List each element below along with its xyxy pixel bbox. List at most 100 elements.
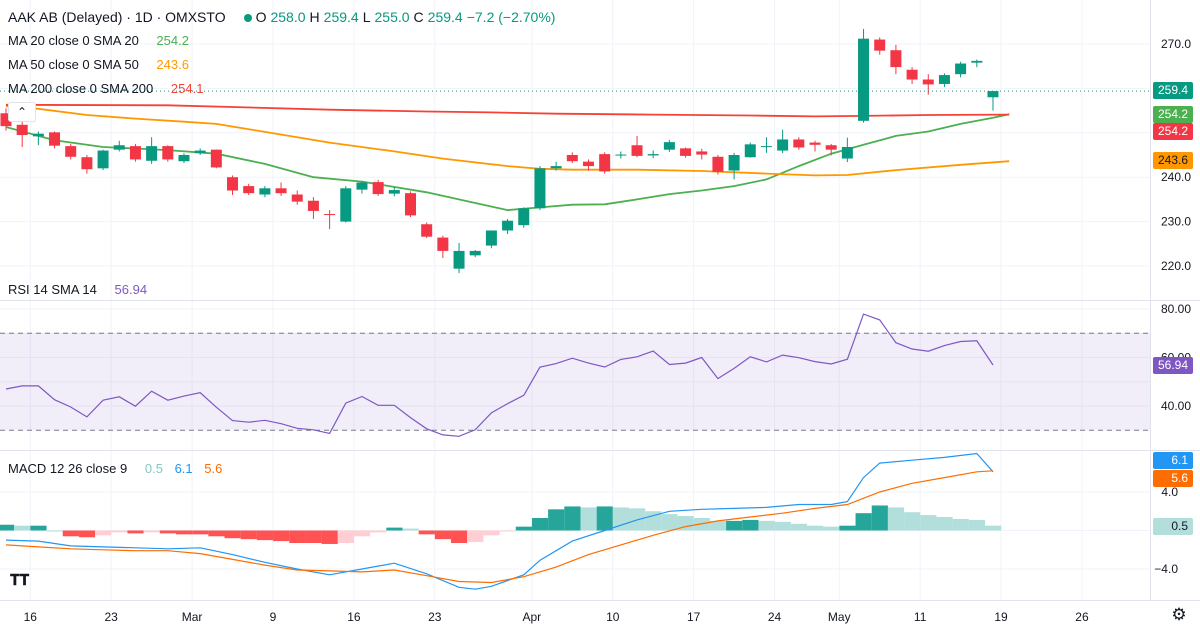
candle-body: [259, 188, 271, 195]
candle-body: [0, 113, 12, 127]
gear-icon[interactable]: ⚙: [1171, 605, 1187, 624]
candle: [987, 91, 999, 111]
ma200-legend[interactable]: MA 200 close 0 SMA 200 254.1: [8, 81, 207, 96]
macd-histogram: [0, 505, 1002, 544]
candle-body: [178, 155, 190, 162]
candle: [97, 149, 109, 171]
price-tick-label: 240.0: [1161, 170, 1191, 184]
macd-histogram-bar: [111, 530, 128, 533]
time-axis[interactable]: 16 23 Mar 9 16 23 Apr 10 17 24 May 11 19 26: [24, 610, 1089, 624]
macd-histogram-bar: [273, 530, 290, 542]
macd-histogram-bar: [175, 530, 193, 535]
market-status-dot: [243, 13, 252, 22]
macd-histogram-bar: [807, 525, 824, 531]
candle-body: [405, 193, 416, 216]
candle-body: [663, 142, 675, 150]
rsi-band-lines: [0, 332, 1150, 431]
candle-body: [599, 154, 611, 172]
candle-body: [485, 230, 497, 246]
chevron-up-icon[interactable]: ⌃: [8, 102, 36, 122]
candle: [129, 143, 141, 162]
candle: [65, 143, 77, 160]
macd-histogram-bar: [305, 530, 322, 544]
low-value: 255.0: [374, 9, 410, 25]
rsi-legend[interactable]: RSI 14 SMA 14 56.94: [8, 282, 151, 297]
candle: [0, 108, 12, 131]
macd-histogram-bar: [402, 528, 419, 531]
candle-body: [760, 146, 772, 148]
ma20-legend[interactable]: MA 20 close 0 SMA 20 254.2: [8, 33, 193, 48]
time-tick-label: Apr: [523, 610, 542, 624]
close-label: C: [413, 9, 424, 25]
pane-separators[interactable]: [0, 0, 1200, 601]
macd-histogram-bar: [596, 506, 613, 531]
macd-histogram-bar: [143, 530, 160, 533]
time-tick-label: 26: [1075, 610, 1089, 624]
candle-body: [227, 177, 239, 191]
time-tick-label: 17: [687, 610, 701, 624]
macd-legend[interactable]: MACD 12 26 close 9 0.5 6.1 5.6: [8, 461, 226, 476]
macd-histogram-bar: [483, 530, 500, 536]
macd-histogram-bar: [499, 530, 516, 532]
candle-body: [129, 146, 141, 160]
ma200-price-label: 254.2: [1152, 123, 1193, 140]
macd-histogram-bar: [240, 530, 257, 540]
macd-value-label: 6.1: [1153, 452, 1193, 469]
candle-body: [987, 91, 999, 98]
ma50-legend[interactable]: MA 50 close 0 SMA 50 243.6: [8, 57, 193, 72]
candle-body: [534, 168, 546, 209]
candle-body: [243, 186, 255, 194]
candle: [858, 28, 870, 123]
ma-line-sma50: [5, 105, 1010, 177]
candle: [146, 137, 158, 164]
macd-histogram-bar: [208, 530, 225, 537]
candle-body: [324, 214, 336, 216]
candle: [162, 145, 174, 162]
macd-histogram-bar: [531, 517, 549, 531]
rsi-tick-label: 80.00: [1161, 302, 1191, 316]
signal-value-label: 5.6: [1153, 470, 1193, 487]
macd-histogram-bar: [192, 530, 209, 535]
macd-histogram-bar: [370, 530, 387, 533]
candle: [291, 190, 303, 205]
ma50-price-label: 243.6: [1152, 152, 1193, 169]
macd-histogram-bar: [920, 515, 937, 531]
candle: [32, 131, 44, 146]
macd-histogram-bar: [887, 507, 905, 531]
candle-body: [696, 151, 708, 155]
candle-body: [81, 157, 93, 170]
macd-histogram-bar: [742, 519, 759, 531]
candle: [340, 186, 352, 223]
macd-histogram-bar: [968, 519, 985, 531]
candle: [825, 143, 837, 156]
candle-body: [906, 69, 918, 80]
candle-body: [340, 188, 352, 222]
candle-body: [680, 148, 692, 156]
candle: [113, 140, 125, 152]
candle-body: [65, 146, 77, 157]
candle: [534, 166, 546, 211]
candle-body: [437, 237, 449, 251]
macd-histogram-bar: [14, 525, 31, 531]
candle-body: [841, 147, 853, 159]
candle-body: [518, 208, 530, 226]
candle: [356, 181, 368, 194]
candle: [793, 137, 805, 150]
price-tick-label: 230.0: [1161, 215, 1191, 229]
tradingview-logo-icon[interactable]: 𝐓𝐓: [10, 572, 30, 589]
candle: [744, 142, 756, 158]
price-axis[interactable]: 220.0230.0240.0270.040.0060.0080.00−4.04…: [1154, 37, 1191, 576]
candle-body: [858, 38, 870, 121]
macd-histogram-bar: [353, 530, 371, 537]
candle: [874, 37, 886, 55]
candle: [712, 155, 724, 175]
macd-histogram-bar: [46, 530, 63, 532]
time-tick-label: 23: [428, 610, 442, 624]
macd-histogram-bar: [709, 520, 727, 531]
candle: [696, 148, 708, 160]
ma50-legend-value: 243.6: [156, 57, 189, 72]
candle: [728, 152, 740, 180]
candle: [243, 183, 255, 195]
candle-body: [955, 63, 967, 75]
